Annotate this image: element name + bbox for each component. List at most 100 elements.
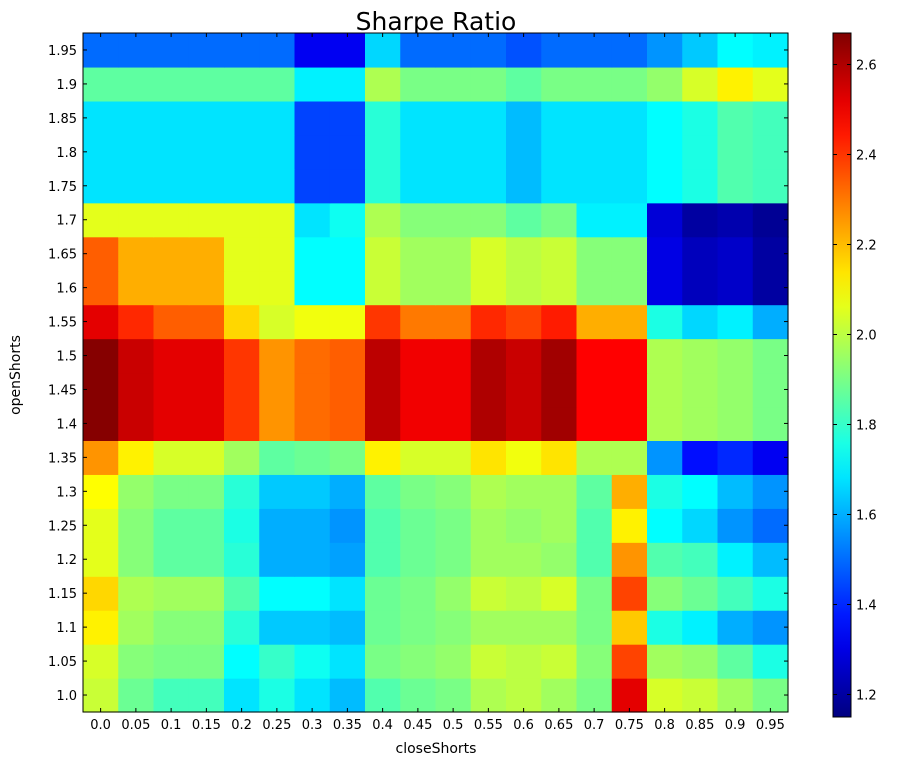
heatmap-cell-1.0-0.75 xyxy=(611,678,648,713)
heatmap-cell-1.2-0.45 xyxy=(400,542,437,577)
x-tick-label: 0.9 xyxy=(725,718,746,733)
heatmap-cell-1.15-0.25 xyxy=(259,576,296,611)
heatmap-cell-1.75-0.85 xyxy=(682,168,719,204)
heatmap-cell-1.65-0.95 xyxy=(752,236,789,272)
heatmap-cell-1.35-0.05 xyxy=(118,440,155,475)
heatmap-cell-1.75-0.95 xyxy=(752,168,789,204)
heatmap-cell-1.35-0.75 xyxy=(611,440,648,475)
heatmap-cell-1.45-0.25 xyxy=(259,372,296,408)
heatmap-cell-1.5-0.75 xyxy=(611,338,648,374)
heatmap-cell-1.5-0.6 xyxy=(506,338,542,374)
heatmap-cell-1.65-0.3 xyxy=(294,236,331,272)
heatmap-cell-1.75-0.05 xyxy=(118,168,155,204)
heatmap-cell-1.45-0.85 xyxy=(682,372,719,408)
heatmap-cell-1.4-0.05 xyxy=(118,406,155,441)
heatmap-cell-1.85-0.55 xyxy=(470,100,507,136)
heatmap-cell-1.2-0.75 xyxy=(611,542,648,577)
heatmap-cell-1.95-0.75 xyxy=(611,33,648,68)
heatmap-cell-1.9-0.2 xyxy=(224,66,260,102)
heatmap-cell-1.85-0.1 xyxy=(153,100,190,136)
heatmap-cell-1.7-0.6 xyxy=(506,202,542,238)
heatmap-cell-1.8-0.5 xyxy=(435,134,472,170)
heatmap-cell-1.15-0.7 xyxy=(576,576,613,611)
heatmap-cell-1.1-0.4 xyxy=(365,610,401,645)
heatmap-cell-1.2-0.05 xyxy=(118,542,155,577)
heatmap-cell-1.85-0.2 xyxy=(224,100,260,136)
heatmap-cell-1.15-0.1 xyxy=(153,576,190,611)
heatmap-cell-1.75-0.45 xyxy=(400,168,437,204)
y-tick-label: 1.85 xyxy=(48,112,77,127)
heatmap-cell-1.85-0.3 xyxy=(294,100,331,136)
heatmap-cell-1.1-0.15 xyxy=(188,610,225,645)
y-tick-label: 1.45 xyxy=(48,383,77,398)
heatmap-cell-1.9-0.25 xyxy=(259,66,296,102)
heatmap-cell-1.25-0.35 xyxy=(329,508,366,543)
heatmap-cell-1.0-0.55 xyxy=(470,678,507,713)
heatmap-cell-1.0-0.7 xyxy=(576,678,613,713)
heatmap-cell-1.45-0.0 xyxy=(83,372,119,408)
heatmap-cell-1.55-0.5 xyxy=(435,304,472,340)
heatmap-cell-1.5-0.3 xyxy=(294,338,331,374)
heatmap-cell-1.6-0.4 xyxy=(365,270,401,306)
heatmap-cell-1.2-0.2 xyxy=(224,542,260,577)
heatmap-cell-1.15-0.35 xyxy=(329,576,366,611)
heatmap-cell-1.65-0.5 xyxy=(435,236,472,272)
heatmap-cell-1.05-0.65 xyxy=(541,644,578,679)
heatmap-cell-1.1-0.5 xyxy=(435,610,472,645)
heatmap-cell-1.5-0.8 xyxy=(647,338,683,374)
heatmap-cell-1.0-0.85 xyxy=(682,678,719,713)
heatmap-cell-1.0-0.3 xyxy=(294,678,331,713)
heatmap-cell-1.45-0.9 xyxy=(717,372,754,408)
heatmap-cell-1.95-0.85 xyxy=(682,33,719,68)
heatmap-cell-1.55-0.3 xyxy=(294,304,331,340)
heatmap-cell-1.35-0.7 xyxy=(576,440,613,475)
heatmap-cell-1.95-0.1 xyxy=(153,33,190,68)
heatmap-cell-1.2-0.3 xyxy=(294,542,331,577)
heatmap-cell-1.85-0.25 xyxy=(259,100,296,136)
heatmap-cell-1.6-0.85 xyxy=(682,270,719,306)
heatmap-cell-1.3-0.2 xyxy=(224,474,260,509)
heatmap-cell-1.9-0.35 xyxy=(329,66,366,102)
heatmap-cell-1.35-0.9 xyxy=(717,440,754,475)
heatmap-cell-1.85-0.6 xyxy=(506,100,542,136)
heatmap-cell-1.25-0.05 xyxy=(118,508,155,543)
heatmap-cell-1.9-0.9 xyxy=(717,66,754,102)
heatmap-cell-1.35-0.1 xyxy=(153,440,190,475)
heatmap-cell-1.05-0.5 xyxy=(435,644,472,679)
heatmap-cell-1.4-0.65 xyxy=(541,406,578,441)
heatmap-cell-1.35-0.45 xyxy=(400,440,437,475)
heatmap-cell-1.15-0.05 xyxy=(118,576,155,611)
heatmap-cell-1.5-0.35 xyxy=(329,338,366,374)
heatmap-cell-1.65-0.6 xyxy=(506,236,542,272)
heatmap-cell-1.45-0.95 xyxy=(752,372,789,408)
heatmap-cell-1.85-0.0 xyxy=(83,100,119,136)
heatmap-cell-1.9-0.5 xyxy=(435,66,472,102)
heatmap-cell-1.35-0.8 xyxy=(647,440,683,475)
colorbar-tick-label: 1.6 xyxy=(856,509,877,524)
heatmap-cell-1.05-0.9 xyxy=(717,644,754,679)
heatmap-cell-1.05-0.35 xyxy=(329,644,366,679)
heatmap-cell-1.75-0.55 xyxy=(470,168,507,204)
y-tick-label: 1.7 xyxy=(56,214,77,229)
heatmap-cell-1.65-0.7 xyxy=(576,236,613,272)
heatmap-cell-1.6-0.05 xyxy=(118,270,155,306)
heatmap-cell-1.6-0.1 xyxy=(153,270,190,306)
heatmap-cell-1.6-0.9 xyxy=(717,270,754,306)
heatmap-cell-1.9-0.7 xyxy=(576,66,613,102)
heatmap-cell-1.0-0.6 xyxy=(506,678,542,713)
y-tick-label: 1.3 xyxy=(56,485,77,500)
heatmap-cell-1.5-0.15 xyxy=(188,338,225,374)
heatmap-cell-1.4-0.25 xyxy=(259,406,296,441)
x-tick-label: 0.65 xyxy=(544,718,573,733)
heatmap-cell-1.4-0.4 xyxy=(365,406,401,441)
heatmap-cell-1.55-0.35 xyxy=(329,304,366,340)
heatmap-cell-1.9-0.8 xyxy=(647,66,683,102)
heatmap-cell-1.8-0.4 xyxy=(365,134,401,170)
heatmap-cell-1.45-0.65 xyxy=(541,372,578,408)
heatmap-cell-1.05-0.85 xyxy=(682,644,719,679)
heatmap-cell-1.45-0.15 xyxy=(188,372,225,408)
heatmap-cell-1.4-0.85 xyxy=(682,406,719,441)
y-axis-label: openShorts xyxy=(8,335,24,415)
heatmap-cell-1.15-0.2 xyxy=(224,576,260,611)
heatmap-cell-1.95-0.3 xyxy=(294,33,331,68)
